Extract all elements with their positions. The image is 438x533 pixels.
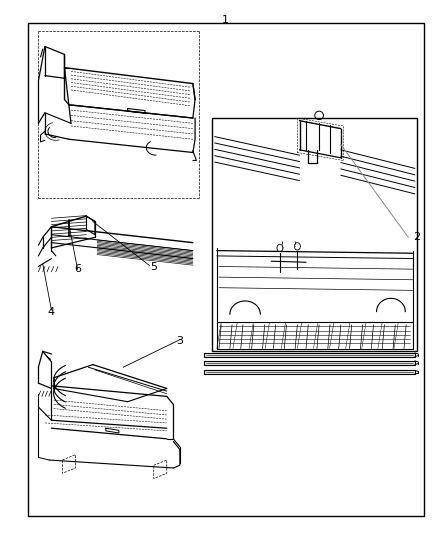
Bar: [212, 118, 417, 351]
Text: 4: 4: [48, 306, 55, 317]
Text: 2: 2: [413, 232, 420, 243]
Bar: [204, 353, 415, 357]
Text: 3: 3: [177, 336, 184, 346]
Bar: [204, 361, 415, 365]
Text: 5: 5: [150, 262, 157, 271]
Text: 6: 6: [74, 264, 81, 274]
Bar: [204, 370, 415, 374]
Text: 1: 1: [222, 14, 229, 25]
